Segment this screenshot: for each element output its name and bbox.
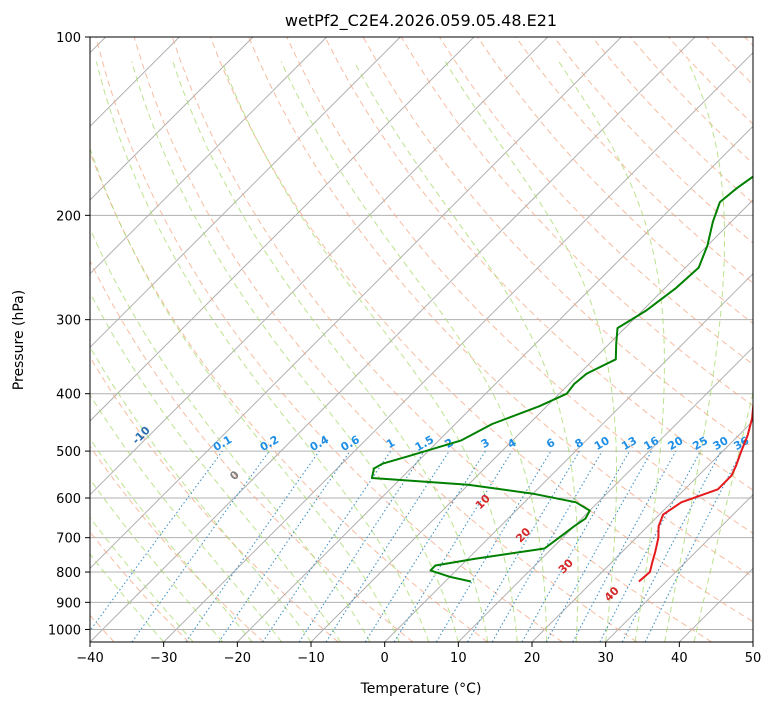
mixing-ratio-label: 3 — [479, 436, 492, 451]
isotherm-line — [0, 37, 474, 642]
dewpoint-profile — [372, 37, 775, 582]
isotherm-line — [753, 37, 775, 642]
y-tick-label: 800 — [56, 566, 81, 581]
x-axis-label: Temperature (°C) — [360, 681, 482, 697]
mixing-ratio-line — [546, 451, 651, 642]
dry-adiabat — [592, 37, 775, 642]
dry-adiabat — [0, 37, 264, 642]
chart-title: wetPf2_C2E4.2026.059.05.48.E21 — [285, 11, 557, 31]
x-tick-label: 20 — [524, 651, 541, 666]
dry-adiabat — [0, 37, 189, 642]
dry-adiabat — [707, 37, 775, 642]
dry-adiabat — [0, 37, 338, 642]
isotherm-line — [0, 37, 327, 642]
y-tick-label: 400 — [56, 388, 81, 403]
x-tick-label: 0 — [381, 651, 389, 666]
dry-adiabat-label: -10 — [130, 424, 153, 447]
mixing-ratio-line — [522, 451, 629, 642]
plot-frame — [90, 37, 753, 642]
mixing-ratio-line — [573, 451, 676, 642]
x-tick-label: −20 — [224, 651, 251, 666]
y-tick-label: 900 — [56, 596, 81, 611]
y-tick-label: 600 — [56, 492, 81, 507]
mixing-ratio-label: 25 — [690, 434, 710, 453]
mixing-ratio-line — [468, 451, 580, 642]
moist-adiabat — [0, 62, 252, 643]
moist-adiabat — [0, 62, 193, 643]
isotherm-line — [0, 37, 400, 642]
y-tick-label: 1000 — [48, 623, 81, 638]
plot-background: 0.10.20.40.611.52346810131620253036-100-… — [0, 37, 775, 642]
dry-adiabat-label: 0 — [227, 468, 242, 483]
moist-adiabat — [222, 62, 517, 643]
mixing-ratio-label: 4 — [505, 436, 518, 451]
y-tick-label: 300 — [56, 314, 81, 329]
dry-adiabat — [58, 37, 488, 642]
mixing-ratio-line — [600, 451, 701, 642]
dry-adiabat — [134, 37, 637, 642]
mixing-ratio-label: 20 — [666, 434, 686, 453]
x-tick-label: −40 — [76, 651, 103, 666]
moist-adiabat — [0, 62, 311, 643]
mixing-ratio-label: 13 — [619, 434, 639, 453]
dry-adiabat — [96, 37, 562, 642]
moist-adiabat-label: 20 — [513, 525, 533, 545]
dry-adiabat — [516, 37, 775, 642]
isotherm-line — [311, 37, 775, 642]
moist-adiabat-label: 30 — [556, 556, 576, 576]
moist-adiabat — [0, 62, 223, 643]
x-tick-label: 40 — [671, 651, 688, 666]
dry-adiabat — [668, 37, 775, 642]
x-tick-label: 10 — [450, 651, 467, 666]
dry-adiabat — [20, 37, 413, 642]
mixing-ratio-label: 6 — [544, 436, 557, 451]
isotherm-line — [237, 37, 775, 642]
isotherm-line — [164, 37, 769, 642]
x-tick-label: 30 — [597, 651, 614, 666]
dry-adiabat — [745, 37, 775, 642]
moist-adiabat-label: 40 — [602, 584, 622, 604]
y-tick-label: 200 — [56, 209, 81, 224]
y-tick-label: 500 — [56, 445, 81, 460]
mixing-ratio-line — [82, 451, 223, 642]
mixing-ratio-label: 10 — [592, 434, 612, 453]
data-series — [372, 37, 775, 582]
y-axis-label: Pressure (hPa) — [11, 290, 27, 390]
moist-adiabat — [173, 62, 488, 643]
moist-adiabat — [665, 62, 725, 643]
y-tick-label: 100 — [56, 31, 81, 46]
mixing-ratio-line — [263, 451, 391, 642]
moist-adiabat — [132, 62, 459, 643]
isotherm-line — [385, 37, 775, 642]
isotherm-line — [0, 37, 253, 642]
isotherm-line — [679, 37, 775, 642]
mixing-ratio-label: 30 — [711, 434, 731, 453]
moist-adiabat — [694, 62, 775, 643]
x-tick-label: −30 — [150, 651, 177, 666]
temperature-profile — [639, 37, 775, 582]
y-tick-label: 700 — [56, 532, 81, 547]
isotherm-line — [532, 37, 775, 642]
mixing-ratio-line — [436, 451, 551, 642]
x-tick-label: −10 — [297, 651, 324, 666]
mixing-ratio-label: 1 — [384, 436, 397, 451]
x-tick-label: 50 — [745, 651, 762, 666]
mixing-ratio-label: 16 — [641, 434, 661, 453]
moist-adiabat — [445, 62, 616, 643]
moist-adiabat — [96, 62, 429, 643]
